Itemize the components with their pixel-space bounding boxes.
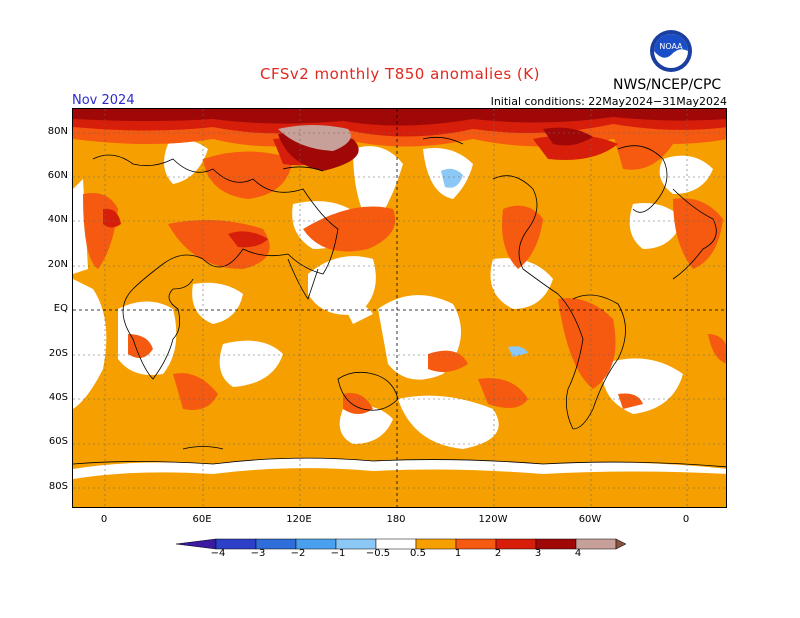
anomaly-field-4 bbox=[278, 125, 351, 151]
lon-label-0: 0 bbox=[100, 514, 108, 525]
colorbar-label-minus0-5: −0.5 bbox=[365, 548, 391, 559]
colorbar-label-minus3: −3 bbox=[250, 548, 266, 559]
colorbar-swatch-2 bbox=[495, 538, 537, 550]
lat-label-40s: 40S bbox=[48, 392, 68, 403]
graticule bbox=[73, 109, 726, 507]
colorbar-label-0-5: 0.5 bbox=[410, 548, 426, 559]
colorbar-label-4: 4 bbox=[574, 548, 582, 559]
colorbar-swatch-gt-4 bbox=[615, 538, 627, 550]
colorbar-swatch-4 bbox=[575, 538, 617, 550]
lat-label-80n: 80N bbox=[47, 126, 68, 137]
equator-dateline bbox=[73, 109, 726, 507]
coastlines bbox=[73, 136, 726, 468]
lon-label-120w: 120W bbox=[478, 514, 508, 525]
colorbar-label-3: 3 bbox=[534, 548, 542, 559]
initial-conditions: Initial conditions: 22May2024−31May2024 bbox=[490, 95, 727, 108]
noaa-logo-text: NOAA bbox=[659, 42, 683, 51]
lat-label-40n: 40N bbox=[47, 214, 68, 225]
lat-label-80s: 80S bbox=[48, 481, 68, 492]
anomaly-field-negative bbox=[441, 168, 528, 357]
lon-label-0-east: 0 bbox=[682, 514, 690, 525]
colorbar-label-2: 2 bbox=[494, 548, 502, 559]
lat-label-60n: 60N bbox=[47, 170, 68, 181]
colorbar-label-1: 1 bbox=[454, 548, 462, 559]
chart-title: CFSv2 monthly T850 anomalies (K) bbox=[260, 65, 540, 83]
lat-label-20s: 20S bbox=[48, 348, 68, 359]
colorbar-label-minus2: −2 bbox=[290, 548, 306, 559]
colorbar-swatch-3 bbox=[535, 538, 577, 550]
lat-label-20n: 20N bbox=[47, 259, 68, 270]
lat-label-60s: 60S bbox=[48, 436, 68, 447]
noaa-logo: NOAA bbox=[649, 29, 693, 73]
colorbar bbox=[175, 535, 627, 554]
lon-label-180: 180 bbox=[386, 514, 406, 525]
lon-label-120e: 120E bbox=[286, 514, 312, 525]
lat-label-eq: EQ bbox=[53, 303, 68, 314]
lon-label-60w: 60W bbox=[578, 514, 602, 525]
colorbar-swatch-1 bbox=[455, 538, 497, 550]
anomaly-map bbox=[72, 108, 727, 508]
forecast-month: Nov 2024 bbox=[72, 93, 135, 108]
colorbar-label-minus1: −1 bbox=[330, 548, 346, 559]
organization-label: NWS/NCEP/CPC bbox=[613, 77, 722, 93]
colorbar-label-minus4: −4 bbox=[210, 548, 226, 559]
lon-label-60e: 60E bbox=[192, 514, 212, 525]
